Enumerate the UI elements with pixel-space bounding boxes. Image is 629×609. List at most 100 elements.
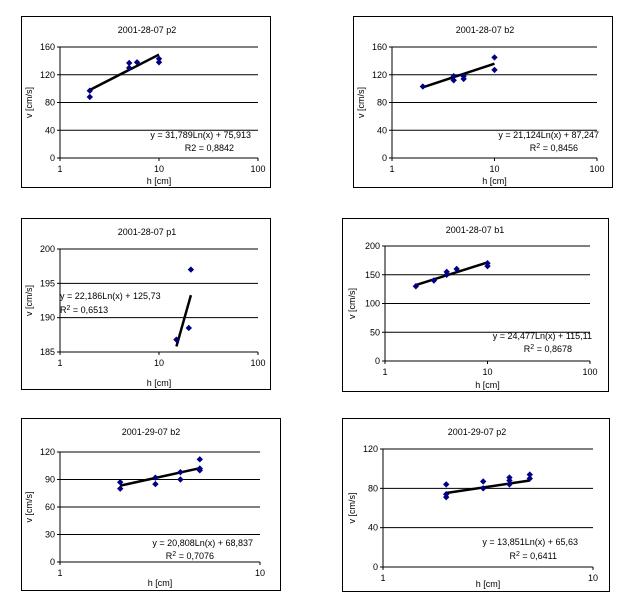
x-tick-label: 1 — [57, 568, 62, 578]
data-point — [526, 475, 533, 482]
x-axis-label: h [cm] — [147, 378, 172, 388]
chart-5: 2001-29-07 b2 0 30 60 90 120 1 10 h [cm] v [cm/s]… — [24, 427, 265, 588]
y-tick-label: 150 — [365, 270, 380, 280]
data-point — [196, 456, 203, 463]
data-point — [412, 283, 420, 290]
chart-title: 2001-28-07 p2 — [118, 25, 177, 35]
x-axis-label: h [cm] — [475, 380, 500, 390]
y-tick-label: 0 — [50, 557, 55, 567]
data-point — [185, 324, 193, 332]
chart-panel-3: 2001-28-07 p1 185 190 195 200 1 10 100 h [cm] v [… — [21, 218, 271, 390]
y-tick-label: 50 — [370, 327, 380, 337]
y-axis-label: v [cm/s] — [24, 87, 34, 118]
data-point — [152, 474, 159, 481]
y-tick-label: 120 — [40, 70, 55, 80]
data-point — [453, 265, 460, 273]
y-tick-label: 160 — [372, 42, 387, 52]
y-tick-label: 160 — [40, 42, 55, 52]
r-squared-label: R2 = 0,6411 — [509, 551, 557, 562]
data-point — [155, 59, 163, 66]
y-tick-label: 200 — [365, 241, 380, 251]
y-tick-label: 185 — [40, 347, 55, 357]
x-tick-label: 1 — [57, 164, 62, 174]
chart-6: 2001-29-07 p2 0 40 80 120 1 10 h [cm] v [cm/s] y … — [347, 427, 598, 589]
chart-title: 2001-29-07 b2 — [122, 427, 181, 437]
data-point — [491, 66, 498, 74]
y-tick-label: 80 — [368, 483, 378, 493]
x-tick-label: 1 — [389, 164, 394, 174]
y-tick-label: 100 — [365, 299, 380, 309]
trend-equation: y = 13,851Ln(x) + 65,63 — [482, 537, 578, 547]
y-tick-label: 200 — [40, 244, 55, 254]
y-tick-label: 120 — [372, 70, 387, 80]
chart-2: 2001-28-07 b2 0 40 80 120 160 1 10 100 h [cm] v [c… — [356, 25, 605, 186]
trendline — [446, 479, 530, 495]
chart-panel-4: 2001-28-07 b1 0 50 100 150 200 1 10 100 h [cm] v [… — [342, 218, 609, 392]
y-axis-label: v [cm/s] — [24, 492, 34, 523]
x-tick-label: 10 — [482, 367, 492, 377]
data-point — [491, 54, 498, 61]
y-axis-label: v [cm/s] — [347, 493, 357, 524]
y-tick-label: 40 — [45, 125, 55, 135]
x-tick-label: 100 — [589, 164, 604, 174]
y-tick-label: 80 — [377, 98, 387, 108]
data-point — [86, 87, 94, 94]
r-squared-label: R2 = 0,8842 — [185, 143, 234, 153]
chart-title: 2001-28-07 p1 — [118, 227, 177, 237]
data-point — [173, 336, 180, 343]
y-tick-label: 120 — [363, 444, 378, 454]
data-point — [526, 471, 533, 478]
data-point — [443, 481, 450, 488]
data-point — [117, 485, 124, 492]
y-tick-label: 40 — [368, 523, 378, 533]
data-point — [133, 59, 141, 66]
x-tick-label: 1 — [382, 367, 387, 377]
data-point — [125, 64, 133, 72]
y-axis-label: v [cm/s] — [24, 285, 34, 316]
r-squared-label: R2 = 0,8678 — [524, 344, 572, 355]
y-axis-label: v [cm/s] — [356, 87, 366, 118]
trend-equation: y = 31,789Ln(x) + 75,913 — [150, 130, 251, 140]
x-tick-label: 10 — [255, 568, 265, 578]
chart-3: 2001-28-07 p1 185 190 195 200 1 10 100 h [cm] v [… — [24, 227, 266, 388]
x-tick-label: 100 — [250, 164, 265, 174]
x-axis-label: h [cm] — [147, 176, 172, 186]
y-tick-label: 80 — [45, 98, 55, 108]
r-squared-label: R2 = 0,7076 — [166, 551, 214, 562]
trendline — [119, 466, 201, 487]
x-axis-label: h [cm] — [476, 579, 501, 589]
trend-equation: y = 22,186Ln(x) + 125,73 — [60, 291, 161, 301]
x-tick-label: 1 — [380, 573, 385, 583]
data-point — [177, 468, 184, 476]
x-tick-label: 10 — [154, 358, 164, 368]
y-tick-label: 90 — [45, 475, 55, 485]
x-tick-label: 10 — [489, 164, 499, 174]
data-point — [152, 480, 159, 488]
data-point — [86, 93, 94, 101]
data-point — [450, 77, 457, 84]
data-point — [187, 266, 195, 273]
data-point — [450, 72, 457, 80]
x-tick-label: 100 — [250, 358, 265, 368]
x-axis-label: h [cm] — [482, 176, 507, 186]
y-tick-label: 30 — [45, 530, 55, 540]
y-tick-label: 0 — [373, 562, 378, 572]
r-squared-label: R2 = 0,6513 — [60, 305, 108, 316]
trend-equation: y = 21,124Ln(x) + 87,247 — [498, 130, 599, 140]
chart-1: 2001-28-07 p2 0 40 80 120 160 1 10 100 h [cm] v [c… — [24, 25, 266, 186]
x-axis-label: h [cm] — [148, 578, 173, 588]
data-point — [430, 277, 438, 284]
chart-title: 2001-29-07 p2 — [448, 427, 507, 437]
y-axis-label: v [cm/s] — [347, 288, 357, 319]
data-point — [484, 260, 491, 267]
y-tick-label: 0 — [375, 356, 380, 366]
chart-panel-5: 2001-29-07 b2 0 30 60 90 120 1 10 h [cm] v [cm/s]… — [21, 418, 281, 591]
y-tick-label: 60 — [45, 502, 55, 512]
chart-title: 2001-28-07 b2 — [456, 25, 515, 35]
chart-panel-1: 2001-28-07 p2 0 40 80 120 160 1 10 100 h [cm] v [c… — [21, 16, 271, 188]
r-squared-label: R2 = 0,8456 — [530, 143, 578, 154]
chart-panel-2: 2001-28-07 b2 0 40 80 120 160 1 10 100 h [cm] v [c… — [353, 16, 613, 188]
data-point — [479, 478, 487, 485]
trendline — [415, 261, 488, 287]
trendline — [89, 53, 160, 92]
